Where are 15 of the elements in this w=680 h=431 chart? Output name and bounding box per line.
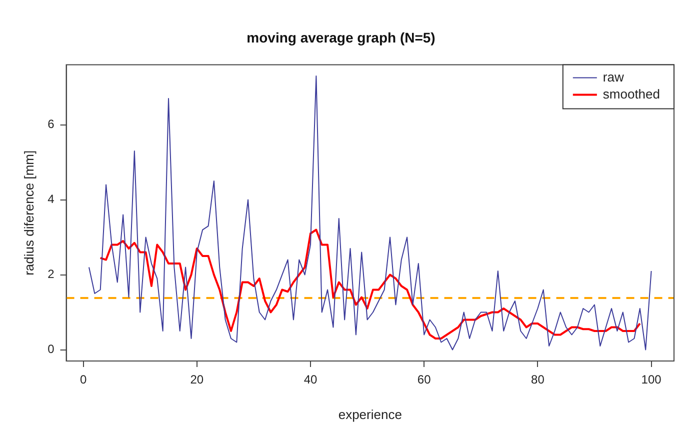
y-tick-label: 6 bbox=[48, 117, 55, 132]
legend-label: raw bbox=[602, 69, 624, 84]
y-tick-label: 2 bbox=[48, 267, 55, 282]
x-tick-label: 0 bbox=[80, 372, 87, 387]
x-tick-label: 80 bbox=[531, 372, 545, 387]
x-tick-label: 20 bbox=[190, 372, 204, 387]
chart-title: moving average graph (N=5) bbox=[246, 29, 436, 46]
y-axis-title: radius diference [mm] bbox=[21, 150, 36, 276]
y-tick-label: 0 bbox=[48, 342, 55, 356]
x-tick-label: 40 bbox=[304, 372, 318, 387]
x-tick-label: 100 bbox=[641, 372, 662, 387]
x-tick-label: 60 bbox=[417, 372, 432, 387]
x-axis-title: experience bbox=[338, 406, 402, 422]
legend-label: smoothed bbox=[602, 86, 660, 102]
y-tick-label: 4 bbox=[48, 192, 55, 206]
